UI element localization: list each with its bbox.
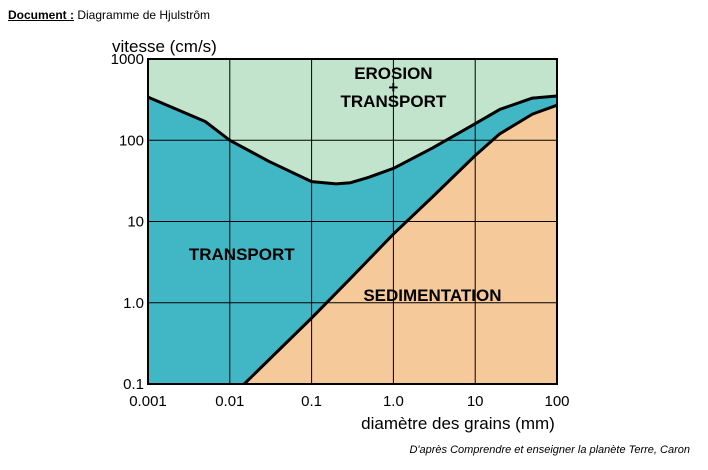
y-tick-label: 100 [119,132,144,149]
x-axis-label: diamètre des grains (mm) [361,414,555,433]
y-tick-label: 0.1 [123,376,144,393]
document-label: Document : [8,8,74,22]
sedimentation-curve [243,103,558,386]
transport-zone-label: TRANSPORT [189,245,295,264]
x-tick-label: 0.001 [129,393,167,410]
x-tick-label: 100 [544,393,569,410]
curves [147,94,558,386]
document-header: Document : Diagramme de Hjulstrôm [8,8,210,22]
erosion-zone-label: EROSION [354,64,432,83]
erosion-curve [147,94,558,186]
source-credit: D'après Comprendre et enseigner la planè… [409,444,690,456]
x-tick-label: 1.0 [383,393,404,410]
regions [148,59,557,384]
grid [148,59,557,384]
x-tick-label: 0.1 [301,393,322,410]
y-ticks: 0.1 1.0 10 100 1000 [111,51,144,393]
sedimentation-zone-label: SEDIMENTATION [363,286,501,305]
y-tick-label: 10 [127,214,144,231]
erosion-zone-label: + [388,78,398,97]
erosion-zone-label: TRANSPORT [341,92,447,111]
y-tick-label: 1.0 [123,295,144,312]
x-ticks: 0.001 0.01 0.1 1.0 10 100 [129,393,569,410]
sedimentation-region [244,105,557,384]
document-title: Diagramme de Hjulstrôm [77,8,211,22]
x-tick-label: 0.01 [215,393,244,410]
hjulstrom-chart: 0.001 0.01 0.1 1.0 10 100 0.1 1.0 10 100 1000 ERO… [111,37,570,433]
plot-frame [147,58,558,385]
y-tick-label: 1000 [111,51,144,68]
y-axis-label: vitesse (cm/s) [112,37,217,56]
x-tick-label: 10 [467,393,484,410]
